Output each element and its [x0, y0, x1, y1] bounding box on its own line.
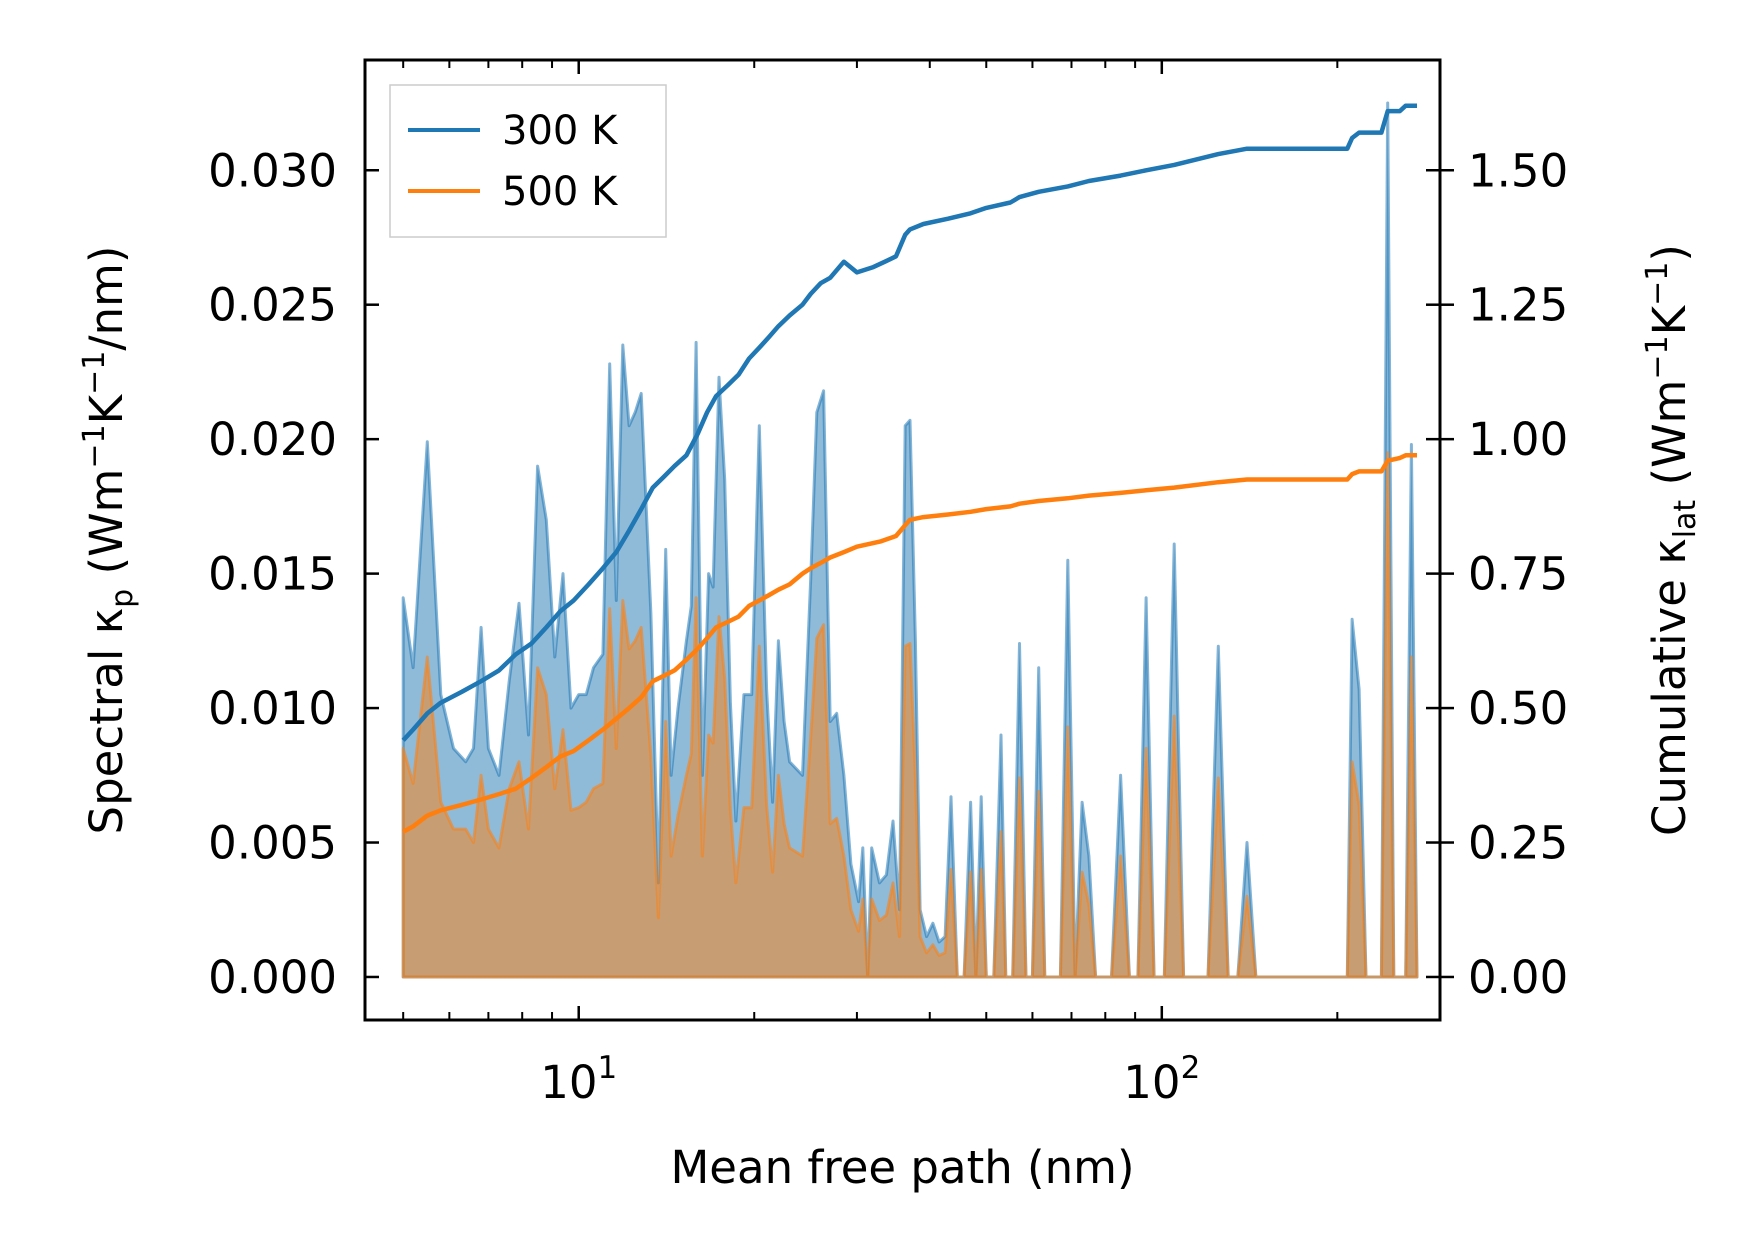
y-left-tick-label: 0.020: [208, 413, 337, 466]
y-right-tick-label: 0.25: [1468, 817, 1568, 870]
legend: 300 K 500 K: [389, 84, 667, 238]
y-right-label-units-close: ): [1643, 244, 1696, 262]
legend-label-300k: 300 K: [502, 108, 619, 154]
y-left-label-sup2: −1: [77, 351, 112, 395]
plot-frame: [363, 58, 1442, 1022]
spectral-fill-layer: [401, 101, 1419, 979]
y-left-label-sup1: −1: [77, 424, 112, 468]
y-right-label-sup1: −1: [1640, 335, 1675, 379]
x-tick-label-exponent: 2: [1181, 1050, 1201, 1086]
spectral-area-500k: [401, 451, 1419, 979]
y-left-label-mid: K: [80, 393, 133, 424]
y-left-label-prefix: Spectral κ: [80, 608, 133, 835]
y-left-tick-label: 0.005: [208, 817, 337, 870]
y-left-label-units-close: /nm): [80, 246, 133, 351]
y-left-tick-label: 0.000: [208, 951, 337, 1004]
y-right-tick-label: 1.50: [1468, 144, 1568, 197]
y-right-label-sub: lat: [1668, 500, 1703, 539]
y-right-tick-label: 0.50: [1468, 682, 1568, 735]
y-left-tick-label: 0.015: [208, 548, 337, 601]
y-left-tick-label: 0.010: [208, 682, 337, 735]
cumulative-line-500k: [402, 453, 1417, 834]
y-right-tick-label: 1.25: [1468, 279, 1568, 332]
x-tick-label-base: 10: [1123, 1056, 1180, 1109]
y-left-tick-label: 0.025: [208, 279, 337, 332]
x-tick-label-exponent: 1: [597, 1050, 617, 1086]
y-axis-right-label: Cumulative κlat (Wm−1K−1): [1640, 244, 1703, 836]
legend-box: [389, 84, 667, 238]
y-right-tick-label: 0.00: [1468, 951, 1568, 1004]
y-right-label-units-open: (Wm: [1643, 380, 1696, 500]
y-right-tick-label: 0.75: [1468, 548, 1568, 601]
y-axis-left-label: Spectral κp (Wm−1K−1/nm): [77, 246, 140, 835]
x-tick-label: 102: [1123, 1050, 1200, 1109]
series-line-layer: [401, 103, 1417, 834]
y-left-tick-label: 0.030: [208, 144, 337, 197]
x-tick-label-base: 10: [540, 1056, 597, 1109]
cumulative-line-300k: [401, 103, 1417, 742]
y-left-label-units-open: (Wm: [80, 469, 133, 589]
x-tick-label: 101: [540, 1050, 617, 1109]
tick-label-layer: 0.000 0.005 0.010 0.015 0.020 0.025 0.030 0.00 0…: [208, 144, 1568, 1109]
y-left-label-sub: p: [105, 589, 140, 608]
legend-label-500k: 500 K: [502, 169, 619, 215]
y-right-label-prefix: Cumulative κ: [1643, 538, 1696, 836]
y-right-tick-label: 1.00: [1468, 413, 1568, 466]
y-right-label-sup2: −1: [1640, 262, 1675, 306]
x-axis-label: Mean free path (nm): [670, 1141, 1134, 1194]
y-right-label-mid: K: [1643, 304, 1696, 335]
